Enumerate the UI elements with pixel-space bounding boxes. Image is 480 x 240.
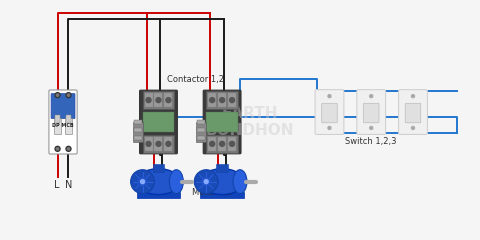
Text: EARTH
BONDHON: EARTH BONDHON <box>206 106 294 138</box>
Circle shape <box>66 146 71 151</box>
FancyBboxPatch shape <box>322 103 337 123</box>
Circle shape <box>411 126 415 129</box>
Bar <box>143 135 174 153</box>
FancyBboxPatch shape <box>363 103 379 123</box>
Circle shape <box>194 170 218 194</box>
Ellipse shape <box>233 170 247 194</box>
Circle shape <box>328 95 331 98</box>
Bar <box>208 93 216 107</box>
FancyBboxPatch shape <box>140 90 178 154</box>
Circle shape <box>141 180 144 184</box>
Circle shape <box>229 98 235 103</box>
Ellipse shape <box>169 170 183 194</box>
Circle shape <box>370 126 373 129</box>
Bar <box>65 118 72 134</box>
Bar <box>144 137 153 151</box>
Text: Switch 1,2,3: Switch 1,2,3 <box>346 137 397 146</box>
Circle shape <box>210 98 215 103</box>
Bar <box>144 93 153 107</box>
Circle shape <box>210 141 215 146</box>
FancyBboxPatch shape <box>51 94 75 119</box>
FancyBboxPatch shape <box>357 90 385 134</box>
Bar <box>137 192 180 198</box>
Bar <box>197 128 205 132</box>
Text: L: L <box>54 180 60 190</box>
Bar <box>143 91 174 109</box>
Bar <box>196 122 206 142</box>
FancyBboxPatch shape <box>405 103 421 123</box>
Circle shape <box>220 98 225 103</box>
Circle shape <box>66 93 71 98</box>
Circle shape <box>131 170 155 194</box>
Bar <box>206 91 238 109</box>
Circle shape <box>156 141 161 146</box>
FancyBboxPatch shape <box>398 90 427 134</box>
Text: Motor 1,2: Motor 1,2 <box>192 188 232 197</box>
Bar <box>206 135 238 153</box>
Circle shape <box>67 94 70 96</box>
Circle shape <box>370 95 373 98</box>
Bar <box>133 136 142 140</box>
Circle shape <box>146 98 151 103</box>
Ellipse shape <box>137 169 180 195</box>
Bar <box>133 128 142 132</box>
Circle shape <box>328 126 331 129</box>
Circle shape <box>166 141 171 146</box>
Circle shape <box>146 141 151 146</box>
Text: Contactor 1,2: Contactor 1,2 <box>167 75 224 84</box>
Bar <box>165 137 172 151</box>
Bar <box>155 93 162 107</box>
Bar <box>153 164 165 172</box>
Circle shape <box>411 95 415 98</box>
Bar <box>218 93 226 107</box>
Bar <box>155 137 162 151</box>
Circle shape <box>229 141 235 146</box>
Bar <box>54 118 61 134</box>
Bar <box>206 112 238 132</box>
Bar <box>133 120 142 124</box>
Circle shape <box>166 98 171 103</box>
Circle shape <box>56 94 59 96</box>
Bar <box>216 164 228 172</box>
Circle shape <box>204 180 208 184</box>
Bar <box>197 120 205 124</box>
Circle shape <box>220 141 225 146</box>
Bar <box>66 115 71 123</box>
Circle shape <box>55 146 60 151</box>
Bar <box>143 112 174 132</box>
Bar <box>208 137 216 151</box>
Circle shape <box>55 93 60 98</box>
FancyBboxPatch shape <box>203 90 241 154</box>
FancyBboxPatch shape <box>49 90 77 154</box>
Bar <box>218 137 226 151</box>
Circle shape <box>202 178 210 186</box>
Circle shape <box>139 178 146 186</box>
Circle shape <box>56 148 59 150</box>
Circle shape <box>67 148 70 150</box>
Bar <box>228 137 236 151</box>
Text: DP MCB: DP MCB <box>52 123 74 128</box>
Circle shape <box>156 98 161 103</box>
Bar <box>132 122 143 142</box>
Bar <box>55 115 60 123</box>
Bar <box>228 93 236 107</box>
Bar <box>197 136 205 140</box>
Text: N: N <box>65 180 72 190</box>
FancyBboxPatch shape <box>315 90 344 134</box>
Bar <box>165 93 172 107</box>
Bar <box>200 192 244 198</box>
Ellipse shape <box>200 169 244 195</box>
